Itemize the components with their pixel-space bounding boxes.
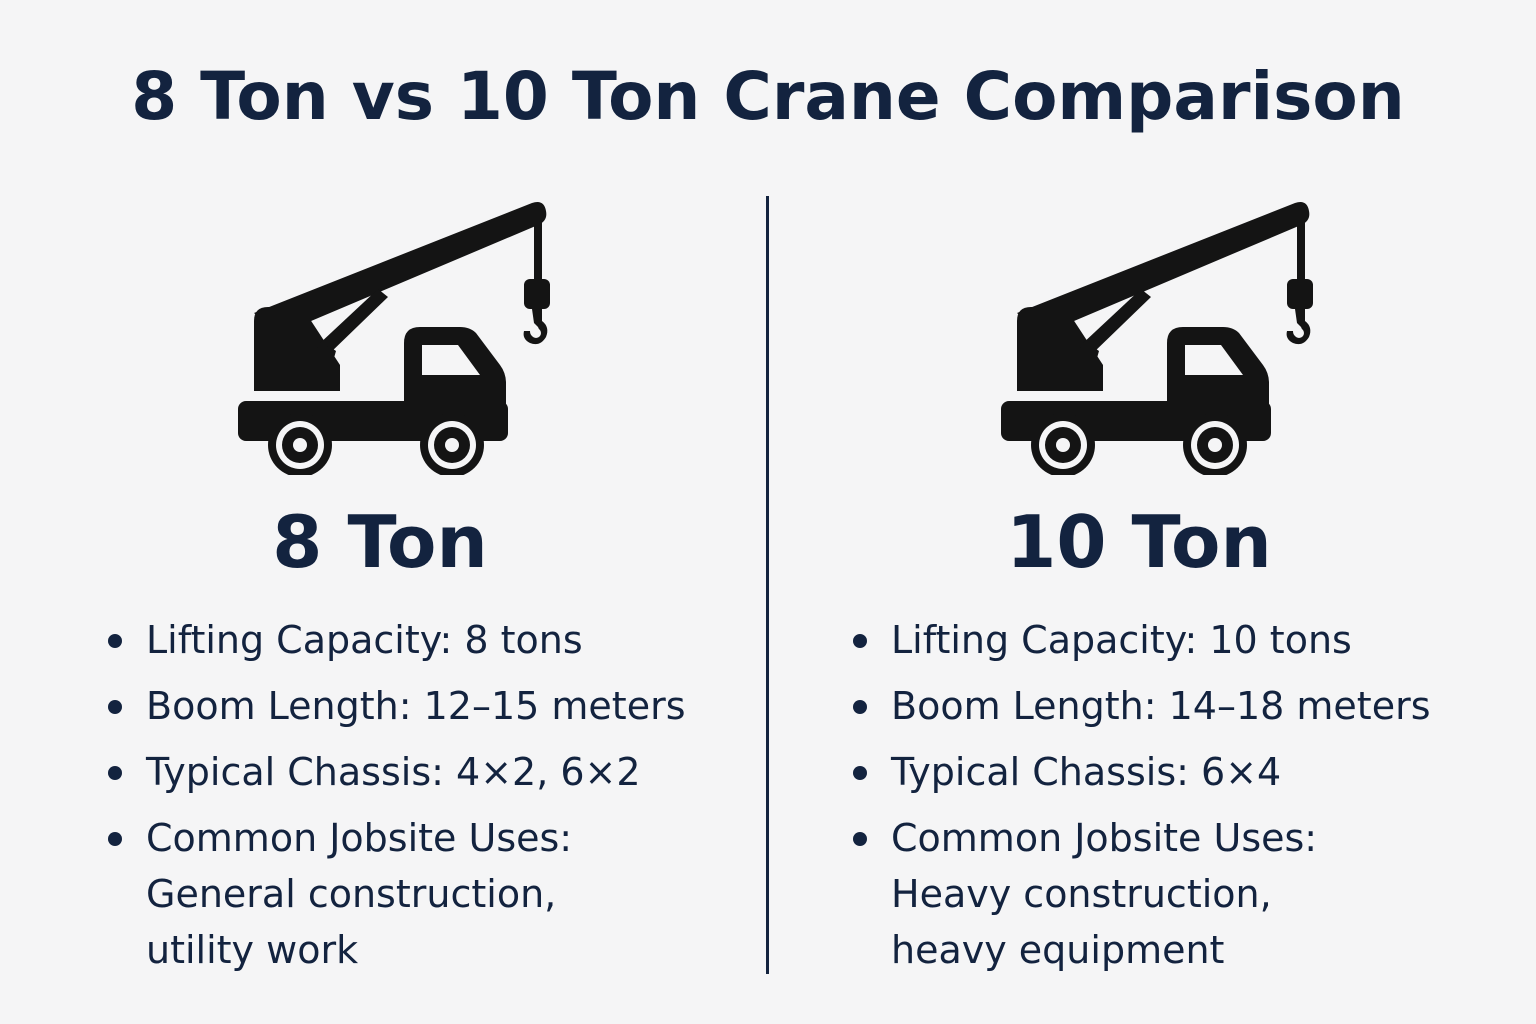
- spec-list: Lifting Capacity: 10 tons Boom Length: 1…: [847, 612, 1527, 988]
- bullet-icon: [108, 766, 122, 780]
- spec-text: Typical Chassis: 4×2, 6×2: [146, 750, 641, 794]
- bullet-icon: [108, 634, 122, 648]
- spec-typical-chassis: Typical Chassis: 6×4: [847, 744, 1527, 800]
- spec-text-line: Heavy construction,: [891, 872, 1272, 916]
- page-title: 8 Ton vs 10 Ton Crane Comparison: [131, 58, 1405, 135]
- spec-jobsite-uses: Common Jobsite Uses: Heavy construction,…: [847, 810, 1527, 978]
- spec-text: Lifting Capacity: 10 tons: [891, 618, 1352, 662]
- comparison-column-8-ton: 8 Ton Lifting Capacity: 8 tons Boom Leng…: [0, 0, 766, 1024]
- spec-list: Lifting Capacity: 8 tons Boom Length: 12…: [102, 612, 742, 988]
- column-heading-10-ton: 10 Ton: [1006, 500, 1272, 584]
- bullet-icon: [853, 766, 867, 780]
- column-heading-8-ton: 8 Ton: [272, 500, 488, 584]
- spec-text: Common Jobsite Uses:: [891, 816, 1318, 860]
- bullet-icon: [108, 700, 122, 714]
- bullet-icon: [853, 832, 867, 846]
- column-divider: [766, 196, 769, 974]
- spec-lifting-capacity: Lifting Capacity: 8 tons: [102, 612, 742, 668]
- spec-typical-chassis: Typical Chassis: 4×2, 6×2: [102, 744, 742, 800]
- spec-text-line: heavy equipment: [891, 928, 1225, 972]
- spec-boom-length: Boom Length: 14–18 meters: [847, 678, 1527, 734]
- spec-jobsite-uses: Common Jobsite Uses: General constructio…: [102, 810, 742, 978]
- bullet-icon: [108, 832, 122, 846]
- crane-truck-icon: [238, 202, 550, 475]
- spec-text-line: utility work: [146, 928, 359, 972]
- spec-lifting-capacity: Lifting Capacity: 10 tons: [847, 612, 1527, 668]
- spec-text: Common Jobsite Uses:: [146, 816, 573, 860]
- spec-text: Boom Length: 12–15 meters: [146, 684, 686, 728]
- spec-text-line: General construction,: [146, 872, 557, 916]
- spec-text: Lifting Capacity: 8 tons: [146, 618, 583, 662]
- bullet-icon: [853, 700, 867, 714]
- crane-truck-icon: [1001, 202, 1313, 475]
- comparison-column-10-ton: 10 Ton Lifting Capacity: 10 tons Boom Le…: [769, 0, 1536, 1024]
- spec-text: Typical Chassis: 6×4: [891, 750, 1282, 794]
- spec-boom-length: Boom Length: 12–15 meters: [102, 678, 742, 734]
- spec-text: Boom Length: 14–18 meters: [891, 684, 1431, 728]
- bullet-icon: [853, 634, 867, 648]
